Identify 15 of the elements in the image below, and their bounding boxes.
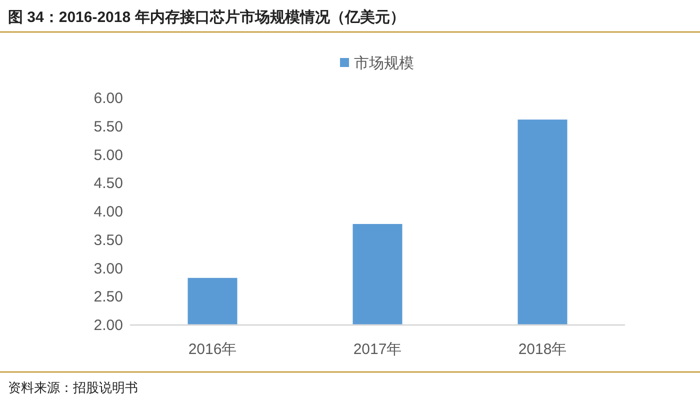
x-tick-label: 2018年	[518, 341, 567, 358]
y-tick-label: 2.00	[94, 317, 123, 334]
y-tick-label: 6.00	[94, 90, 123, 107]
y-tick-label: 2.50	[94, 288, 123, 306]
y-tick-label: 5.50	[94, 118, 123, 136]
y-tick-label: 5.00	[94, 146, 123, 164]
y-tick-label: 4.50	[94, 175, 123, 192]
y-tick-label: 3.00	[94, 260, 123, 278]
chart-title: 图 34：2016-2018 年内存接口芯片市场规模情况（亿美元）	[8, 8, 405, 26]
x-tick-label: 2017年	[353, 341, 402, 358]
legend-label: 市场规模	[354, 55, 414, 72]
y-tick-label: 3.50	[94, 232, 123, 249]
y-tick-label: 4.00	[94, 204, 123, 220]
x-tick-label: 2016年	[188, 341, 237, 358]
text: 资料来源：招股说明书	[8, 380, 138, 395]
